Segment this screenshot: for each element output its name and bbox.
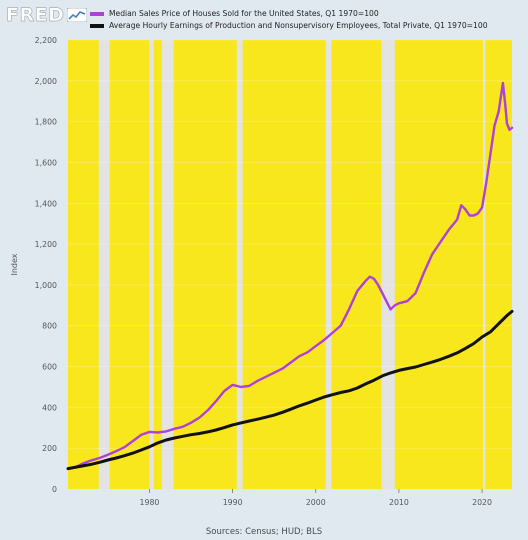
x-tick-label: 1990 bbox=[223, 498, 243, 507]
y-tick-label: 0 bbox=[52, 485, 57, 494]
y-tick-label: 1,800 bbox=[35, 118, 57, 127]
y-tick-label: 2,000 bbox=[35, 77, 57, 86]
y-tick-label: 1,400 bbox=[35, 199, 57, 208]
y-tick-label: 200 bbox=[42, 444, 57, 453]
legend-item-house-price: Median Sales Price of Houses Sold for th… bbox=[90, 8, 488, 20]
legend-label-hourly-earnings: Average Hourly Earnings of Production an… bbox=[109, 21, 488, 30]
recession-band-6 bbox=[482, 40, 486, 489]
recession-band-1 bbox=[149, 40, 154, 489]
recession-band-4 bbox=[325, 40, 332, 489]
y-tick-label: 400 bbox=[42, 403, 57, 412]
sources-note: Sources: Census; HUD; BLS bbox=[205, 527, 323, 537]
x-tick-label: 2020 bbox=[472, 498, 492, 507]
fred-logo-text: FRED bbox=[6, 4, 65, 26]
chart-legend: Median Sales Price of Houses Sold for th… bbox=[90, 8, 488, 32]
x-tick-label: 2000 bbox=[306, 498, 326, 507]
y-tick-label: 600 bbox=[42, 363, 57, 372]
series-line-house-price bbox=[66, 81, 514, 470]
y-tick-label: 1,200 bbox=[35, 240, 57, 249]
y-tick-label: 2,200 bbox=[35, 36, 57, 45]
x-tick-label: 1980 bbox=[140, 498, 160, 507]
y-axis-label: Index bbox=[10, 253, 19, 275]
legend-swatch-hourly-earnings bbox=[90, 24, 104, 28]
plot-area bbox=[68, 40, 512, 489]
recession-band-2 bbox=[161, 40, 174, 489]
legend-label-house-price: Median Sales Price of Houses Sold for th… bbox=[109, 9, 379, 18]
legend-swatch-house-price bbox=[90, 12, 104, 16]
recession-band-5 bbox=[381, 40, 395, 489]
y-tick-label: 1,000 bbox=[35, 281, 57, 290]
fred-chart-icon bbox=[67, 8, 88, 22]
line-chart: 0 200 400 600 800 1,000 1,200 1,400 1,600 1,800 2,… bbox=[10, 36, 514, 507]
y-tick-label: 800 bbox=[42, 322, 57, 331]
fred-logo[interactable]: FRED bbox=[6, 4, 88, 26]
series-line-hourly-earnings bbox=[66, 309, 514, 471]
y-tick-label: 1,600 bbox=[35, 158, 57, 167]
recession-band-0 bbox=[98, 40, 110, 489]
x-tick-label: 2010 bbox=[389, 498, 409, 507]
recession-band-3 bbox=[236, 40, 243, 489]
legend-item-hourly-earnings: Average Hourly Earnings of Production an… bbox=[90, 20, 488, 32]
